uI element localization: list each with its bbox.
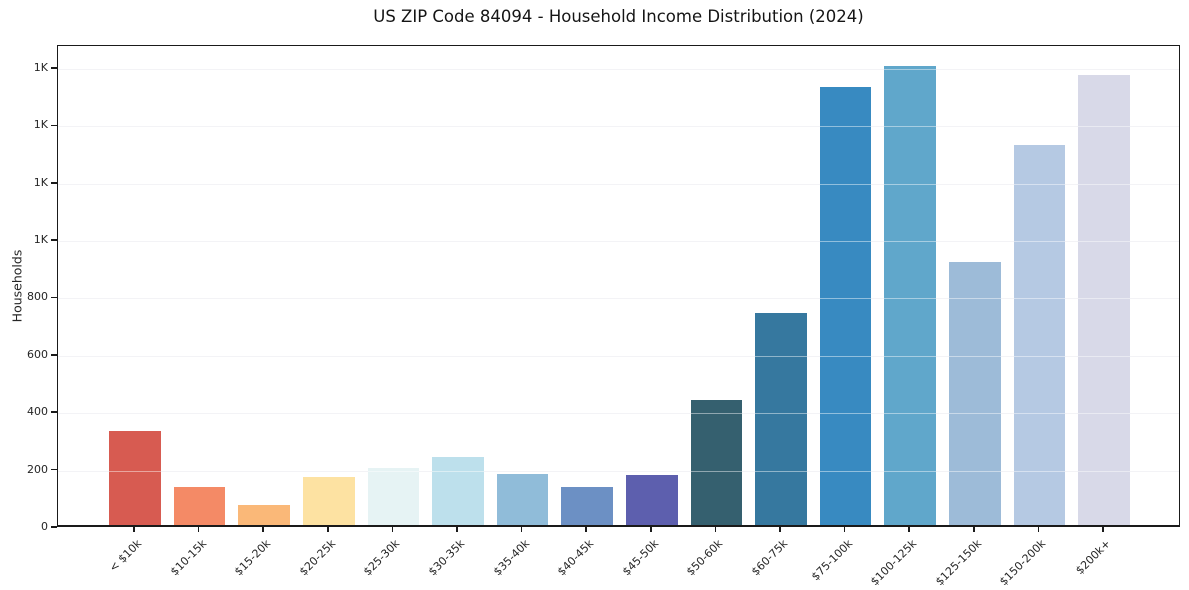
- gridline-overlay: [58, 470, 1179, 472]
- x-tick-mark: [973, 527, 975, 532]
- bar-8: [625, 475, 678, 525]
- bar-9: [690, 399, 743, 525]
- x-tick-mark: [326, 527, 329, 532]
- y-tick-label: 800: [27, 290, 48, 304]
- x-tick-mark: [520, 527, 523, 532]
- x-tick-label-0: < $10k: [106, 537, 145, 575]
- x-tick-mark: [843, 527, 846, 532]
- y-tick-mark: [51, 354, 57, 356]
- y-tick-mark: [51, 296, 57, 299]
- gridline: [58, 68, 1179, 70]
- x-tick-mark: [585, 527, 587, 532]
- gridline: [58, 298, 1179, 300]
- y-tick-mark: [51, 239, 57, 241]
- bar-3: [302, 476, 355, 525]
- gridline-overlay: [58, 241, 1179, 243]
- gridline: [58, 355, 1179, 357]
- gridline: [58, 241, 1179, 243]
- y-tick-label: 200: [27, 462, 48, 476]
- y-tick-mark: [51, 67, 57, 69]
- bar-1: [173, 486, 226, 525]
- bar-4: [367, 468, 420, 525]
- gridline: [58, 413, 1179, 415]
- x-tick-mark: [650, 527, 652, 532]
- bar-6: [496, 473, 549, 525]
- gridline: [58, 183, 1179, 185]
- x-tick-mark: [456, 527, 458, 532]
- y-tick-label: 1K: [33, 233, 48, 247]
- gridline-overlay: [58, 183, 1179, 185]
- x-tick-mark: [908, 527, 911, 532]
- y-axis-label: Households: [9, 249, 25, 323]
- y-tick-mark: [51, 181, 57, 184]
- gridline-overlay: [58, 355, 1179, 357]
- bar-7: [561, 486, 614, 525]
- gridline-overlay: [58, 413, 1179, 415]
- y-tick-label: 1K: [33, 175, 48, 189]
- y-tick-label: 1K: [33, 118, 48, 132]
- bar-15: [1078, 74, 1130, 525]
- gridline-overlay: [58, 68, 1179, 70]
- gridline-overlay: [58, 298, 1179, 300]
- bar-14: [1013, 144, 1066, 525]
- y-tick-label: 400: [27, 405, 48, 419]
- bar-11: [819, 86, 872, 525]
- x-tick-mark: [1037, 527, 1040, 532]
- y-tick-mark: [51, 526, 57, 528]
- x-tick-mark: [391, 527, 394, 532]
- bar-5: [432, 456, 484, 525]
- gridline: [58, 470, 1179, 472]
- bar-12: [884, 65, 937, 525]
- y-tick-label: 1K: [33, 60, 48, 74]
- x-tick-mark: [133, 527, 135, 532]
- y-tick-label: 600: [27, 347, 48, 361]
- y-tick-label: 0: [41, 520, 48, 533]
- bar-10: [755, 312, 807, 525]
- x-tick-mark: [262, 527, 264, 532]
- bar-0: [109, 431, 161, 525]
- x-tick-mark: [779, 527, 781, 532]
- x-tick-mark: [1102, 527, 1104, 532]
- gridline-overlay: [58, 126, 1179, 128]
- y-tick-mark: [51, 411, 57, 414]
- x-tick-mark: [714, 527, 717, 532]
- chart-title: US ZIP Code 84094 - Household Income Dis…: [373, 7, 864, 26]
- x-tick-mark: [197, 527, 200, 532]
- gridline: [58, 126, 1179, 128]
- bar-2: [238, 504, 290, 525]
- y-tick-mark: [51, 468, 57, 471]
- y-tick-mark: [51, 124, 57, 127]
- plot-area: [57, 45, 1180, 527]
- bar-13: [949, 261, 1001, 525]
